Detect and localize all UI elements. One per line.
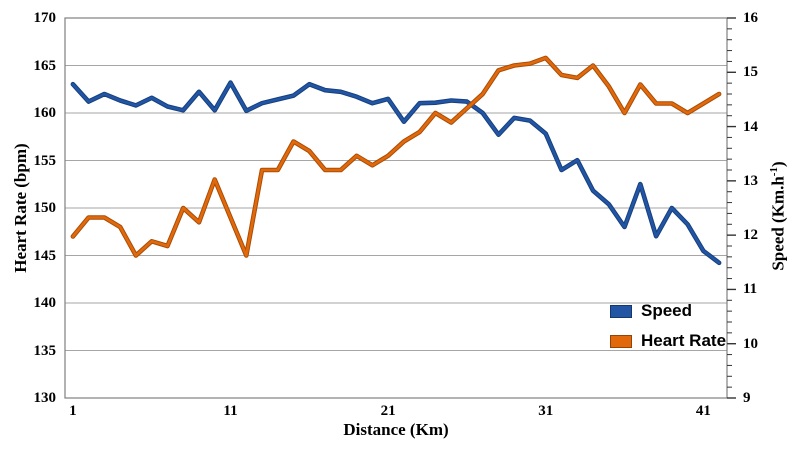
right-axis-title: Speed (Km.h-1) — [768, 106, 790, 326]
legend-swatch-speed — [610, 304, 632, 318]
right-axis-tick-label: 13 — [743, 172, 758, 189]
left-axis-tick-label: 155 — [33, 152, 57, 169]
legend-label-heart-rate: Heart Rate — [641, 331, 727, 350]
right-axis-tick-label: 12 — [743, 227, 758, 244]
right-axis-title-close: ) — [768, 161, 788, 168]
left-axis-title: Heart Rate (bpm) — [11, 143, 30, 273]
legend-label-speed: Speed — [641, 301, 693, 320]
legend-swatch-heart-rate — [610, 334, 632, 348]
left-axis-tick-label: 165 — [33, 57, 57, 74]
speed-line — [71, 81, 721, 265]
x-axis-tick-label: 41 — [695, 403, 711, 419]
right-axis-title-superscript: -1 — [768, 167, 780, 177]
left-axis-tick-label: 170 — [33, 10, 57, 26]
x-axis-tick-label: 31 — [538, 403, 554, 419]
heart-rate-line — [71, 56, 721, 257]
right-axis-tick-label: 14 — [743, 118, 758, 135]
x-axis-tick-label: 21 — [380, 403, 396, 419]
x-axis-tick-label: 11 — [223, 403, 238, 419]
right-axis-tick-label: 11 — [743, 281, 758, 298]
left-axis-tick-label: 140 — [33, 295, 57, 311]
plot-border — [64, 17, 728, 399]
right-axis-tick-label: 9 — [743, 390, 751, 406]
left-axis-tick-label: 160 — [33, 105, 57, 121]
x-axis-tick-label: 1 — [69, 403, 77, 419]
left-axis-tick-label: 135 — [33, 342, 57, 359]
right-axis-title-text: Speed (Km.h — [768, 176, 788, 271]
left-axis-tick-label: 150 — [33, 200, 57, 216]
legend-item-heart-rate: Heart Rate — [610, 326, 726, 356]
right-axis-tick-label: 15 — [743, 64, 758, 81]
right-axis-tick-label: 10 — [743, 335, 758, 352]
left-axis-tick-label: 130 — [33, 390, 57, 406]
right-axis-tick-label: 16 — [743, 10, 758, 26]
legend-item-speed: Speed — [610, 296, 726, 326]
legend: Speed Heart Rate — [610, 296, 726, 356]
left-axis-tick-label: 145 — [33, 247, 57, 264]
x-axis-title: Distance (Km) — [343, 420, 449, 439]
